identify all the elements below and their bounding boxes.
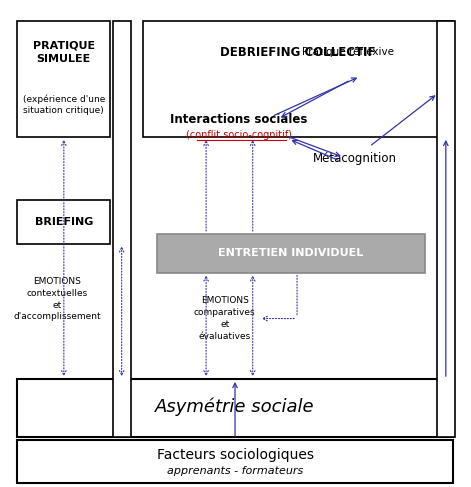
Text: Pratique réflexive: Pratique réflexive xyxy=(302,47,394,57)
Text: Métacognition: Métacognition xyxy=(313,152,398,165)
Bar xyxy=(17,379,453,437)
Text: PRATIQUE
SIMULEE: PRATIQUE SIMULEE xyxy=(33,40,95,64)
Text: ENTRETIEN INDIVIDUEL: ENTRETIEN INDIVIDUEL xyxy=(219,248,364,258)
Text: BRIEFING: BRIEFING xyxy=(35,217,93,227)
Text: Asymétrie sociale: Asymétrie sociale xyxy=(155,397,315,416)
Text: EMOTIONS
contextuelles
et
d'accomplissement: EMOTIONS contextuelles et d'accomplissem… xyxy=(13,277,101,321)
Bar xyxy=(157,234,425,273)
Text: (conflit socio-cognitif): (conflit socio-cognitif) xyxy=(186,130,292,140)
Text: Interactions sociales: Interactions sociales xyxy=(170,112,308,126)
Bar xyxy=(113,21,130,437)
Bar xyxy=(17,440,453,483)
Text: apprenants - formateurs: apprenants - formateurs xyxy=(167,466,303,476)
Text: EMOTIONS
comparatives
et
évaluatives: EMOTIONS comparatives et évaluatives xyxy=(194,297,256,341)
Bar xyxy=(437,21,455,437)
Bar xyxy=(17,200,111,244)
Bar xyxy=(17,21,111,137)
Text: DEBRIEFING COLLECTIF: DEBRIEFING COLLECTIF xyxy=(220,46,376,59)
Text: (expérience d'une
situation critique): (expérience d'une situation critique) xyxy=(23,94,105,115)
Text: Facteurs sociologiques: Facteurs sociologiques xyxy=(156,448,314,462)
Bar xyxy=(143,21,453,137)
